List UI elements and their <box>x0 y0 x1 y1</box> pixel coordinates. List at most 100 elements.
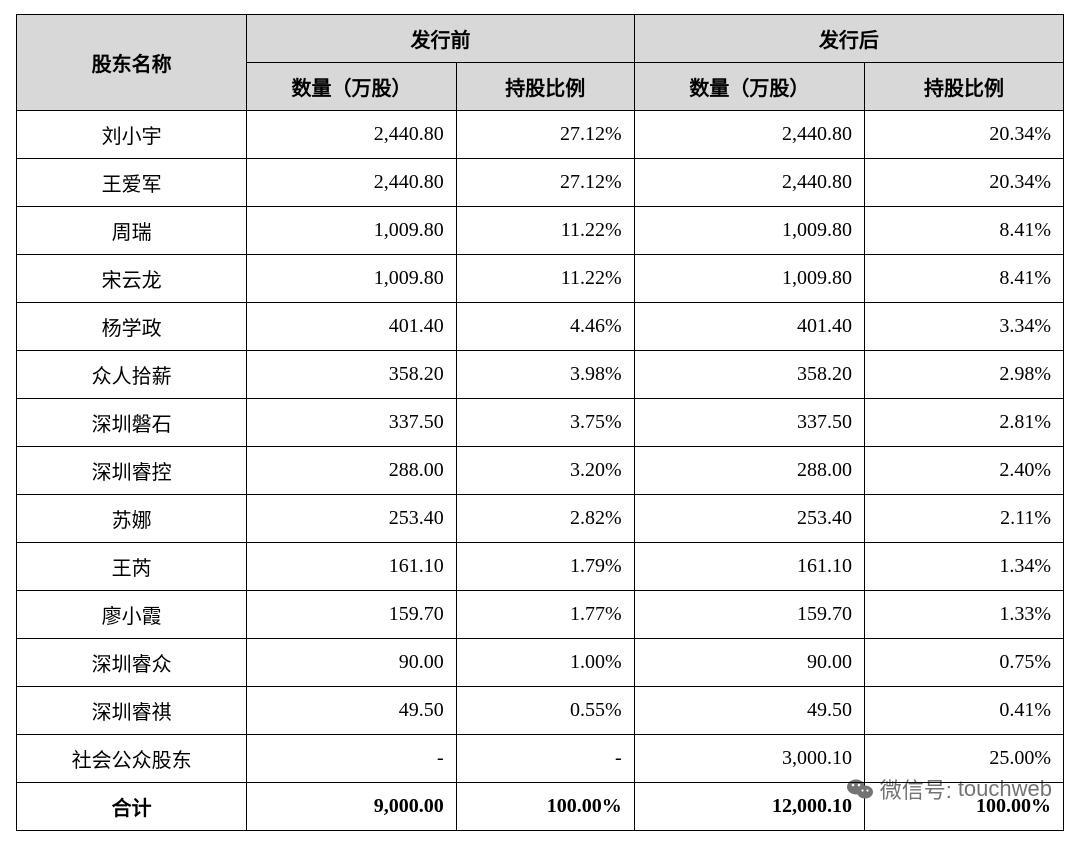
cell-before-qty: 253.40 <box>247 495 456 543</box>
cell-name: 深圳睿众 <box>17 639 247 687</box>
cell-before-qty: 2,440.80 <box>247 159 456 207</box>
cell-name: 刘小宇 <box>17 111 247 159</box>
cell-name: 王爱军 <box>17 159 247 207</box>
cell-after-pct: 2.81% <box>865 399 1064 447</box>
col-header-after: 发行后 <box>634 15 1063 63</box>
table-row: 众人拾薪358.203.98%358.202.98% <box>17 351 1064 399</box>
cell-after-qty: 2,440.80 <box>634 111 864 159</box>
cell-after-pct: 0.41% <box>865 687 1064 735</box>
cell-after-qty: 401.40 <box>634 303 864 351</box>
cell-total-after-pct: 100.00% <box>865 783 1064 831</box>
cell-after-pct: 8.41% <box>865 255 1064 303</box>
cell-after-pct: 20.34% <box>865 159 1064 207</box>
cell-after-pct: 2.40% <box>865 447 1064 495</box>
cell-before-qty: 337.50 <box>247 399 456 447</box>
cell-name: 杨学政 <box>17 303 247 351</box>
cell-before-pct: - <box>456 735 634 783</box>
cell-after-qty: 159.70 <box>634 591 864 639</box>
cell-before-qty: 1,009.80 <box>247 255 456 303</box>
cell-name: 宋云龙 <box>17 255 247 303</box>
cell-after-qty: 3,000.10 <box>634 735 864 783</box>
cell-total-after-qty: 12,000.10 <box>634 783 864 831</box>
cell-after-pct: 2.11% <box>865 495 1064 543</box>
cell-before-pct: 4.46% <box>456 303 634 351</box>
table-row: 周瑞1,009.8011.22%1,009.808.41% <box>17 207 1064 255</box>
cell-before-pct: 1.79% <box>456 543 634 591</box>
cell-before-qty: 1,009.80 <box>247 207 456 255</box>
cell-after-pct: 1.33% <box>865 591 1064 639</box>
table-row: 深圳睿祺49.500.55%49.500.41% <box>17 687 1064 735</box>
shareholder-table-container: 股东名称 发行前 发行后 数量（万股） 持股比例 数量（万股） 持股比例 刘小宇… <box>0 0 1080 831</box>
table-row: 王爱军2,440.8027.12%2,440.8020.34% <box>17 159 1064 207</box>
cell-name: 深圳磐石 <box>17 399 247 447</box>
cell-after-qty: 337.50 <box>634 399 864 447</box>
cell-before-pct: 27.12% <box>456 159 634 207</box>
cell-after-qty: 49.50 <box>634 687 864 735</box>
cell-after-qty: 161.10 <box>634 543 864 591</box>
cell-name: 廖小霞 <box>17 591 247 639</box>
cell-after-qty: 288.00 <box>634 447 864 495</box>
cell-name: 王芮 <box>17 543 247 591</box>
cell-before-pct: 27.12% <box>456 111 634 159</box>
shareholder-table: 股东名称 发行前 发行后 数量（万股） 持股比例 数量（万股） 持股比例 刘小宇… <box>16 14 1064 831</box>
cell-after-pct: 2.98% <box>865 351 1064 399</box>
cell-after-pct: 25.00% <box>865 735 1064 783</box>
cell-after-qty: 2,440.80 <box>634 159 864 207</box>
table-header: 股东名称 发行前 发行后 数量（万股） 持股比例 数量（万股） 持股比例 <box>17 15 1064 111</box>
table-row: 社会公众股东--3,000.1025.00% <box>17 735 1064 783</box>
table-row: 王芮161.101.79%161.101.34% <box>17 543 1064 591</box>
cell-before-qty: 401.40 <box>247 303 456 351</box>
cell-before-pct: 1.00% <box>456 639 634 687</box>
cell-after-qty: 1,009.80 <box>634 207 864 255</box>
col-header-name: 股东名称 <box>17 15 247 111</box>
cell-before-pct: 3.20% <box>456 447 634 495</box>
table-body: 刘小宇2,440.8027.12%2,440.8020.34%王爱军2,440.… <box>17 111 1064 831</box>
cell-before-qty: 90.00 <box>247 639 456 687</box>
table-row: 廖小霞159.701.77%159.701.33% <box>17 591 1064 639</box>
cell-before-qty: 159.70 <box>247 591 456 639</box>
cell-before-qty: 161.10 <box>247 543 456 591</box>
cell-name: 深圳睿控 <box>17 447 247 495</box>
cell-after-pct: 3.34% <box>865 303 1064 351</box>
cell-before-pct: 11.22% <box>456 255 634 303</box>
col-header-before-pct: 持股比例 <box>456 63 634 111</box>
cell-before-pct: 3.98% <box>456 351 634 399</box>
cell-after-qty: 1,009.80 <box>634 255 864 303</box>
col-header-after-pct: 持股比例 <box>865 63 1064 111</box>
cell-total-before-qty: 9,000.00 <box>247 783 456 831</box>
cell-before-qty: 2,440.80 <box>247 111 456 159</box>
table-row: 深圳睿控288.003.20%288.002.40% <box>17 447 1064 495</box>
cell-before-pct: 11.22% <box>456 207 634 255</box>
cell-before-pct: 1.77% <box>456 591 634 639</box>
cell-name: 众人拾薪 <box>17 351 247 399</box>
cell-after-pct: 8.41% <box>865 207 1064 255</box>
table-row-total: 合计9,000.00100.00%12,000.10100.00% <box>17 783 1064 831</box>
cell-name: 深圳睿祺 <box>17 687 247 735</box>
cell-name: 周瑞 <box>17 207 247 255</box>
cell-before-qty: 49.50 <box>247 687 456 735</box>
table-row: 宋云龙1,009.8011.22%1,009.808.41% <box>17 255 1064 303</box>
col-header-before: 发行前 <box>247 15 634 63</box>
cell-after-qty: 358.20 <box>634 351 864 399</box>
cell-before-pct: 0.55% <box>456 687 634 735</box>
cell-after-qty: 253.40 <box>634 495 864 543</box>
cell-before-qty: 288.00 <box>247 447 456 495</box>
cell-after-qty: 90.00 <box>634 639 864 687</box>
cell-after-pct: 1.34% <box>865 543 1064 591</box>
table-row: 深圳睿众90.001.00%90.000.75% <box>17 639 1064 687</box>
cell-after-pct: 0.75% <box>865 639 1064 687</box>
table-row: 杨学政401.404.46%401.403.34% <box>17 303 1064 351</box>
cell-after-pct: 20.34% <box>865 111 1064 159</box>
col-header-after-qty: 数量（万股） <box>634 63 864 111</box>
col-header-before-qty: 数量（万股） <box>247 63 456 111</box>
cell-before-qty: 358.20 <box>247 351 456 399</box>
cell-total-name: 合计 <box>17 783 247 831</box>
table-row: 苏娜253.402.82%253.402.11% <box>17 495 1064 543</box>
cell-name: 社会公众股东 <box>17 735 247 783</box>
cell-before-pct: 2.82% <box>456 495 634 543</box>
cell-before-qty: - <box>247 735 456 783</box>
cell-name: 苏娜 <box>17 495 247 543</box>
cell-before-pct: 3.75% <box>456 399 634 447</box>
table-row: 深圳磐石337.503.75%337.502.81% <box>17 399 1064 447</box>
table-row: 刘小宇2,440.8027.12%2,440.8020.34% <box>17 111 1064 159</box>
